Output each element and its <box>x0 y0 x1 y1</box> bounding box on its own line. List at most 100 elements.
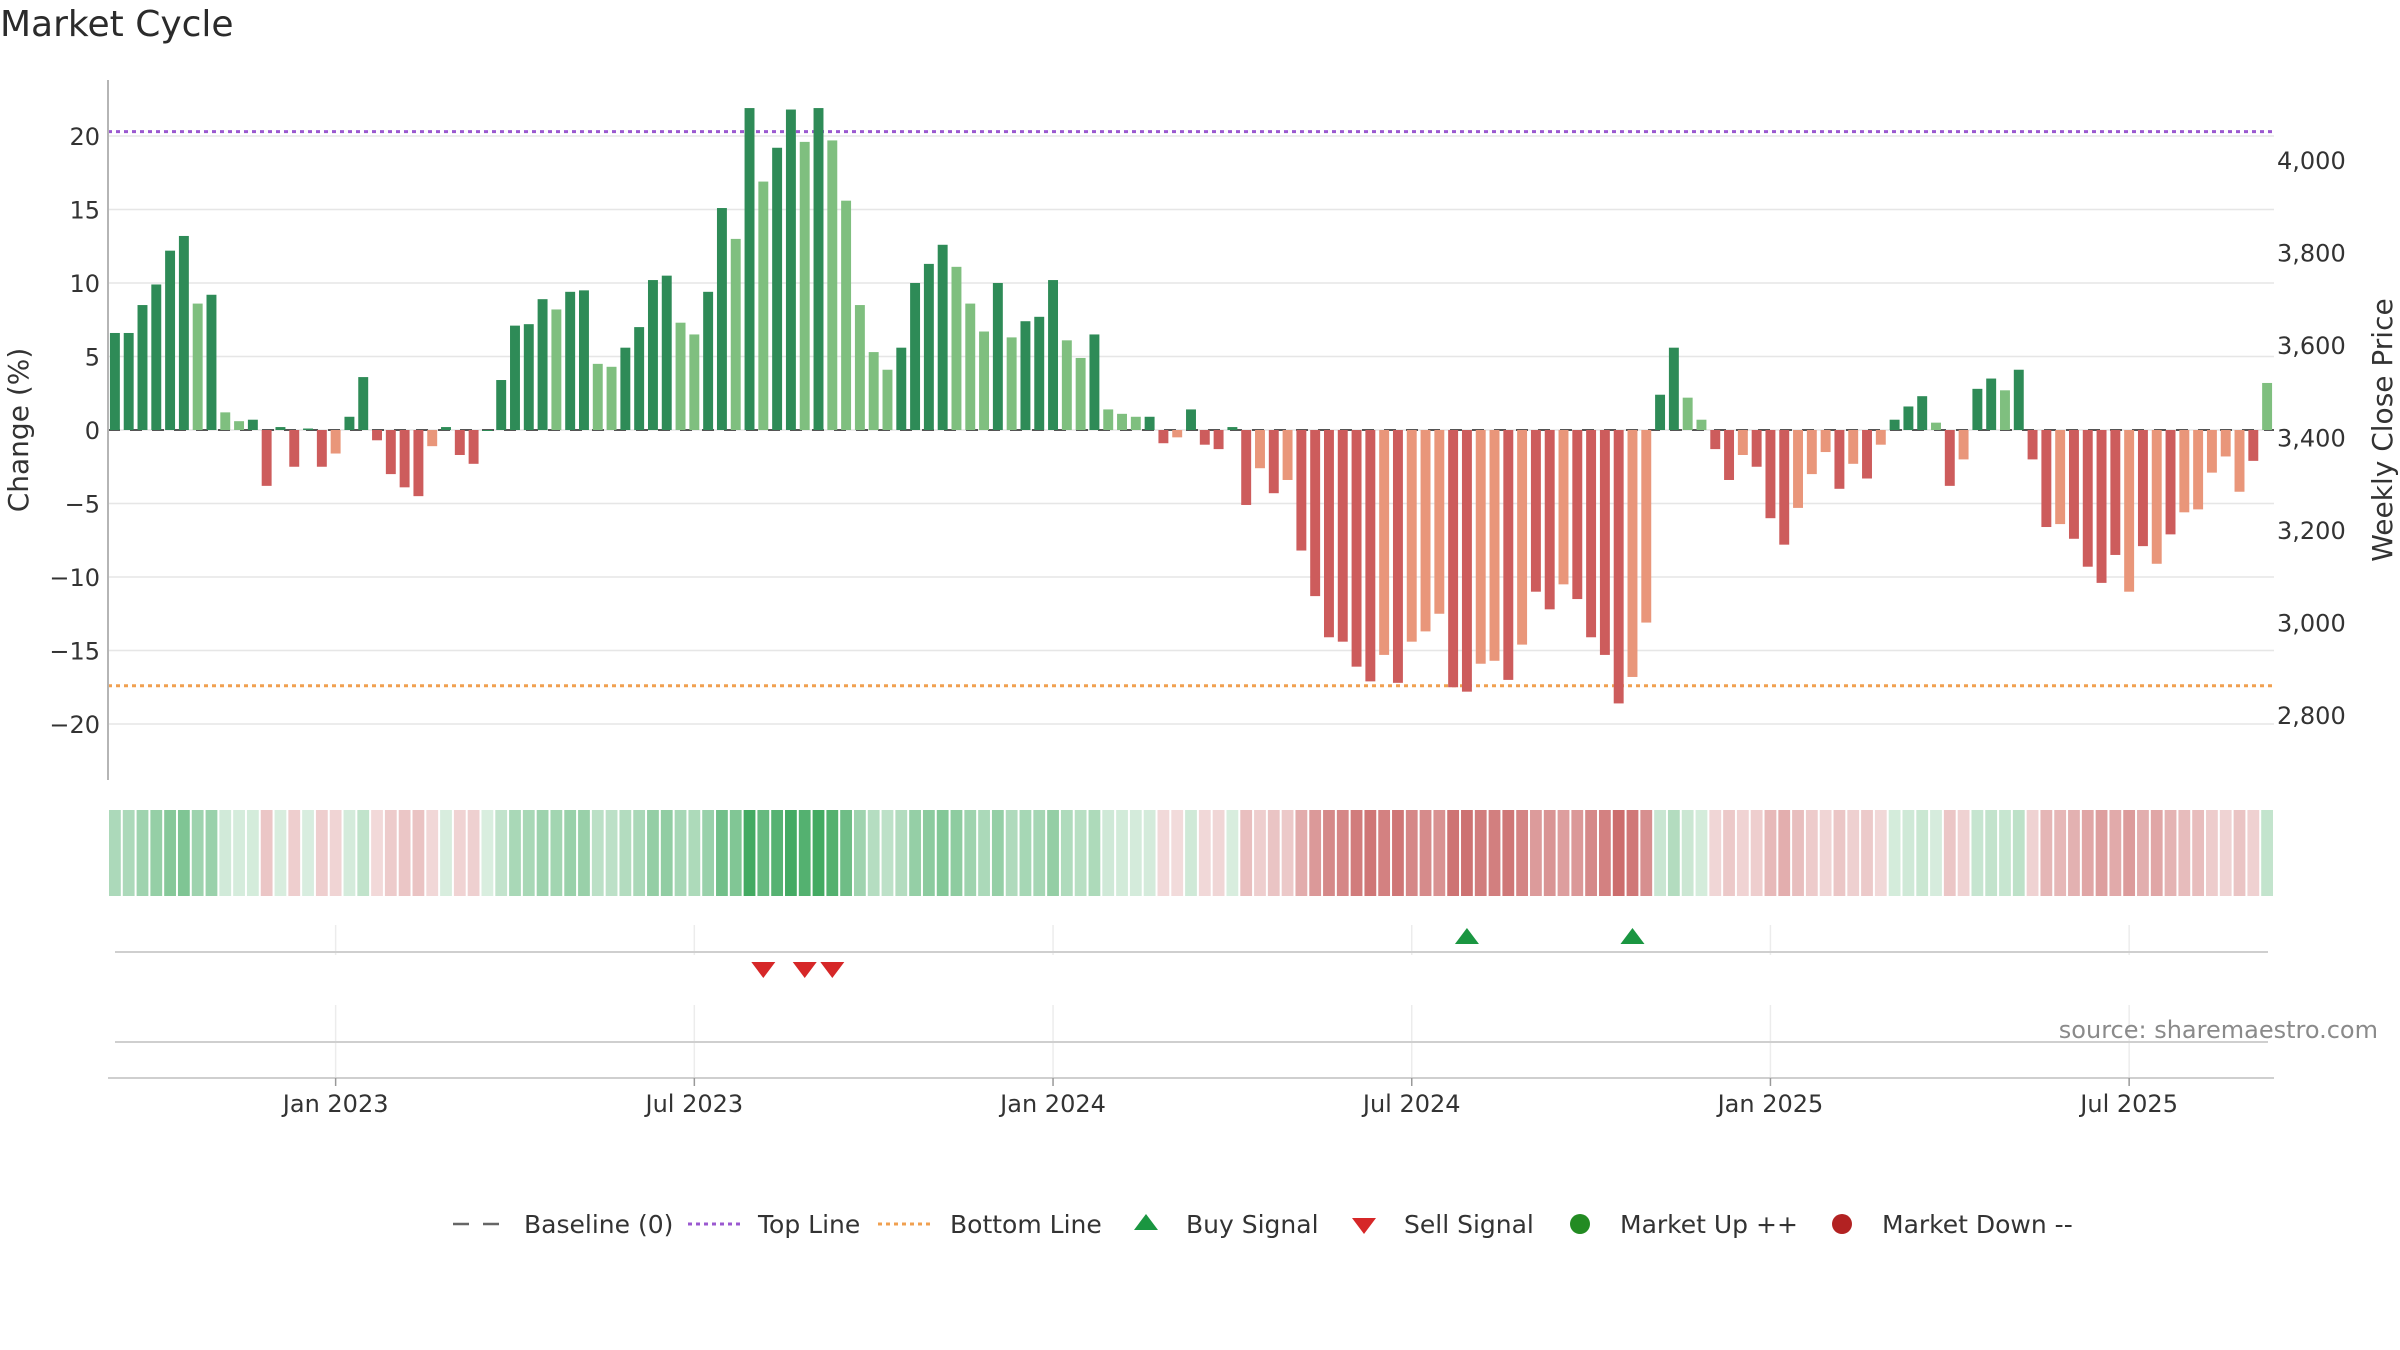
bar <box>979 331 990 430</box>
heat-cell <box>371 810 383 896</box>
bar <box>1710 430 1721 450</box>
x-tick-label: Jul 2024 <box>1361 1090 1461 1118</box>
heat-cell <box>619 810 632 896</box>
bar <box>772 147 783 430</box>
bar <box>1006 337 1017 430</box>
heat-cell <box>1226 810 1239 896</box>
bar <box>551 309 562 430</box>
heat-cell <box>1157 810 1170 896</box>
sell-signal-marker <box>820 962 845 978</box>
heat-cell <box>1971 810 1984 896</box>
bar <box>579 290 589 430</box>
bar <box>1089 334 1100 430</box>
bar <box>2193 430 2204 510</box>
bar <box>2124 430 2135 592</box>
legend-up-label: Market Up ++ <box>1620 1210 1798 1239</box>
bar <box>468 430 479 464</box>
legend-top-label: Top Line <box>757 1210 860 1239</box>
bar <box>2000 390 2010 430</box>
bar <box>937 244 948 430</box>
bar <box>1448 430 1459 688</box>
heat-cell <box>591 810 604 896</box>
bar <box>1820 430 1831 453</box>
heat-cell <box>1543 810 1556 896</box>
heat-cell <box>2054 810 2067 896</box>
bar <box>1241 430 1252 505</box>
bar <box>1724 430 1735 480</box>
heat-cell <box>1847 810 1860 896</box>
heat-cell <box>1309 810 1322 896</box>
sell-signal-marker <box>792 962 817 978</box>
bar <box>261 430 272 486</box>
bar <box>178 235 189 430</box>
heat-cell <box>1916 810 1929 896</box>
heat-cell <box>688 810 701 896</box>
heat-cell <box>2150 810 2163 896</box>
heat-cell <box>1488 810 1501 896</box>
bar <box>2220 430 2231 457</box>
heat-cell <box>2137 810 2149 896</box>
heat-cell <box>2164 810 2177 896</box>
heat-cell <box>1778 810 1791 896</box>
heat-cell <box>867 810 880 896</box>
bar <box>2137 430 2148 547</box>
sell-signal-marker <box>751 962 776 978</box>
heat-cell <box>522 810 535 896</box>
bar <box>2234 430 2245 492</box>
bar <box>151 284 162 430</box>
heat-cell <box>1861 810 1873 896</box>
bar <box>1641 430 1652 623</box>
heat-cell <box>1060 810 1073 896</box>
bar <box>1186 409 1196 430</box>
bar <box>344 416 355 430</box>
bar <box>358 377 369 430</box>
bar <box>2096 430 2107 583</box>
heat-cell <box>109 810 121 896</box>
cycle-heat-strip <box>109 810 2273 896</box>
heat-cell <box>357 810 370 896</box>
bar <box>606 366 617 430</box>
y-tick-label: 5 <box>85 344 100 372</box>
bar <box>2179 430 2190 513</box>
bar <box>1696 419 1707 430</box>
heat-cell <box>509 810 521 896</box>
heat-cell <box>1185 810 1197 896</box>
bar <box>441 427 451 430</box>
chart-title: Market Cycle <box>0 4 234 45</box>
heat-cell <box>122 810 135 896</box>
heat-cell <box>1419 810 1432 896</box>
heat-cell <box>2178 810 2191 896</box>
heat-cell <box>798 810 811 896</box>
bar <box>2068 430 2079 539</box>
bar <box>496 380 507 430</box>
x-tick-label: Jan 2023 <box>281 1090 389 1118</box>
heat-cell <box>412 810 425 896</box>
bar <box>1834 430 1845 489</box>
bar <box>1875 430 1886 445</box>
bar <box>289 430 300 467</box>
bar <box>1034 316 1045 430</box>
bar <box>744 108 755 430</box>
bar <box>1586 430 1597 638</box>
y2-tick-label: 3,600 <box>2277 332 2346 360</box>
bar <box>454 430 465 455</box>
heat-cell <box>757 810 770 896</box>
heat-cell <box>785 810 797 896</box>
change-bars <box>109 108 2273 704</box>
heat-cell <box>1005 810 1018 896</box>
bar <box>2027 430 2038 460</box>
heat-cell <box>453 810 466 896</box>
heat-cell <box>233 810 245 896</box>
bar <box>1944 430 1955 486</box>
bar <box>882 369 893 430</box>
bar <box>1958 430 1969 460</box>
heat-cell <box>881 810 894 896</box>
bar <box>896 347 907 430</box>
x-tick-label: Jul 2025 <box>2078 1090 2178 1118</box>
bar <box>1392 430 1403 683</box>
heat-cell <box>605 810 618 896</box>
heat-cell <box>674 810 687 896</box>
bar <box>1862 430 1872 479</box>
y2-tick-label: 2,800 <box>2277 702 2346 730</box>
bar <box>703 291 714 430</box>
